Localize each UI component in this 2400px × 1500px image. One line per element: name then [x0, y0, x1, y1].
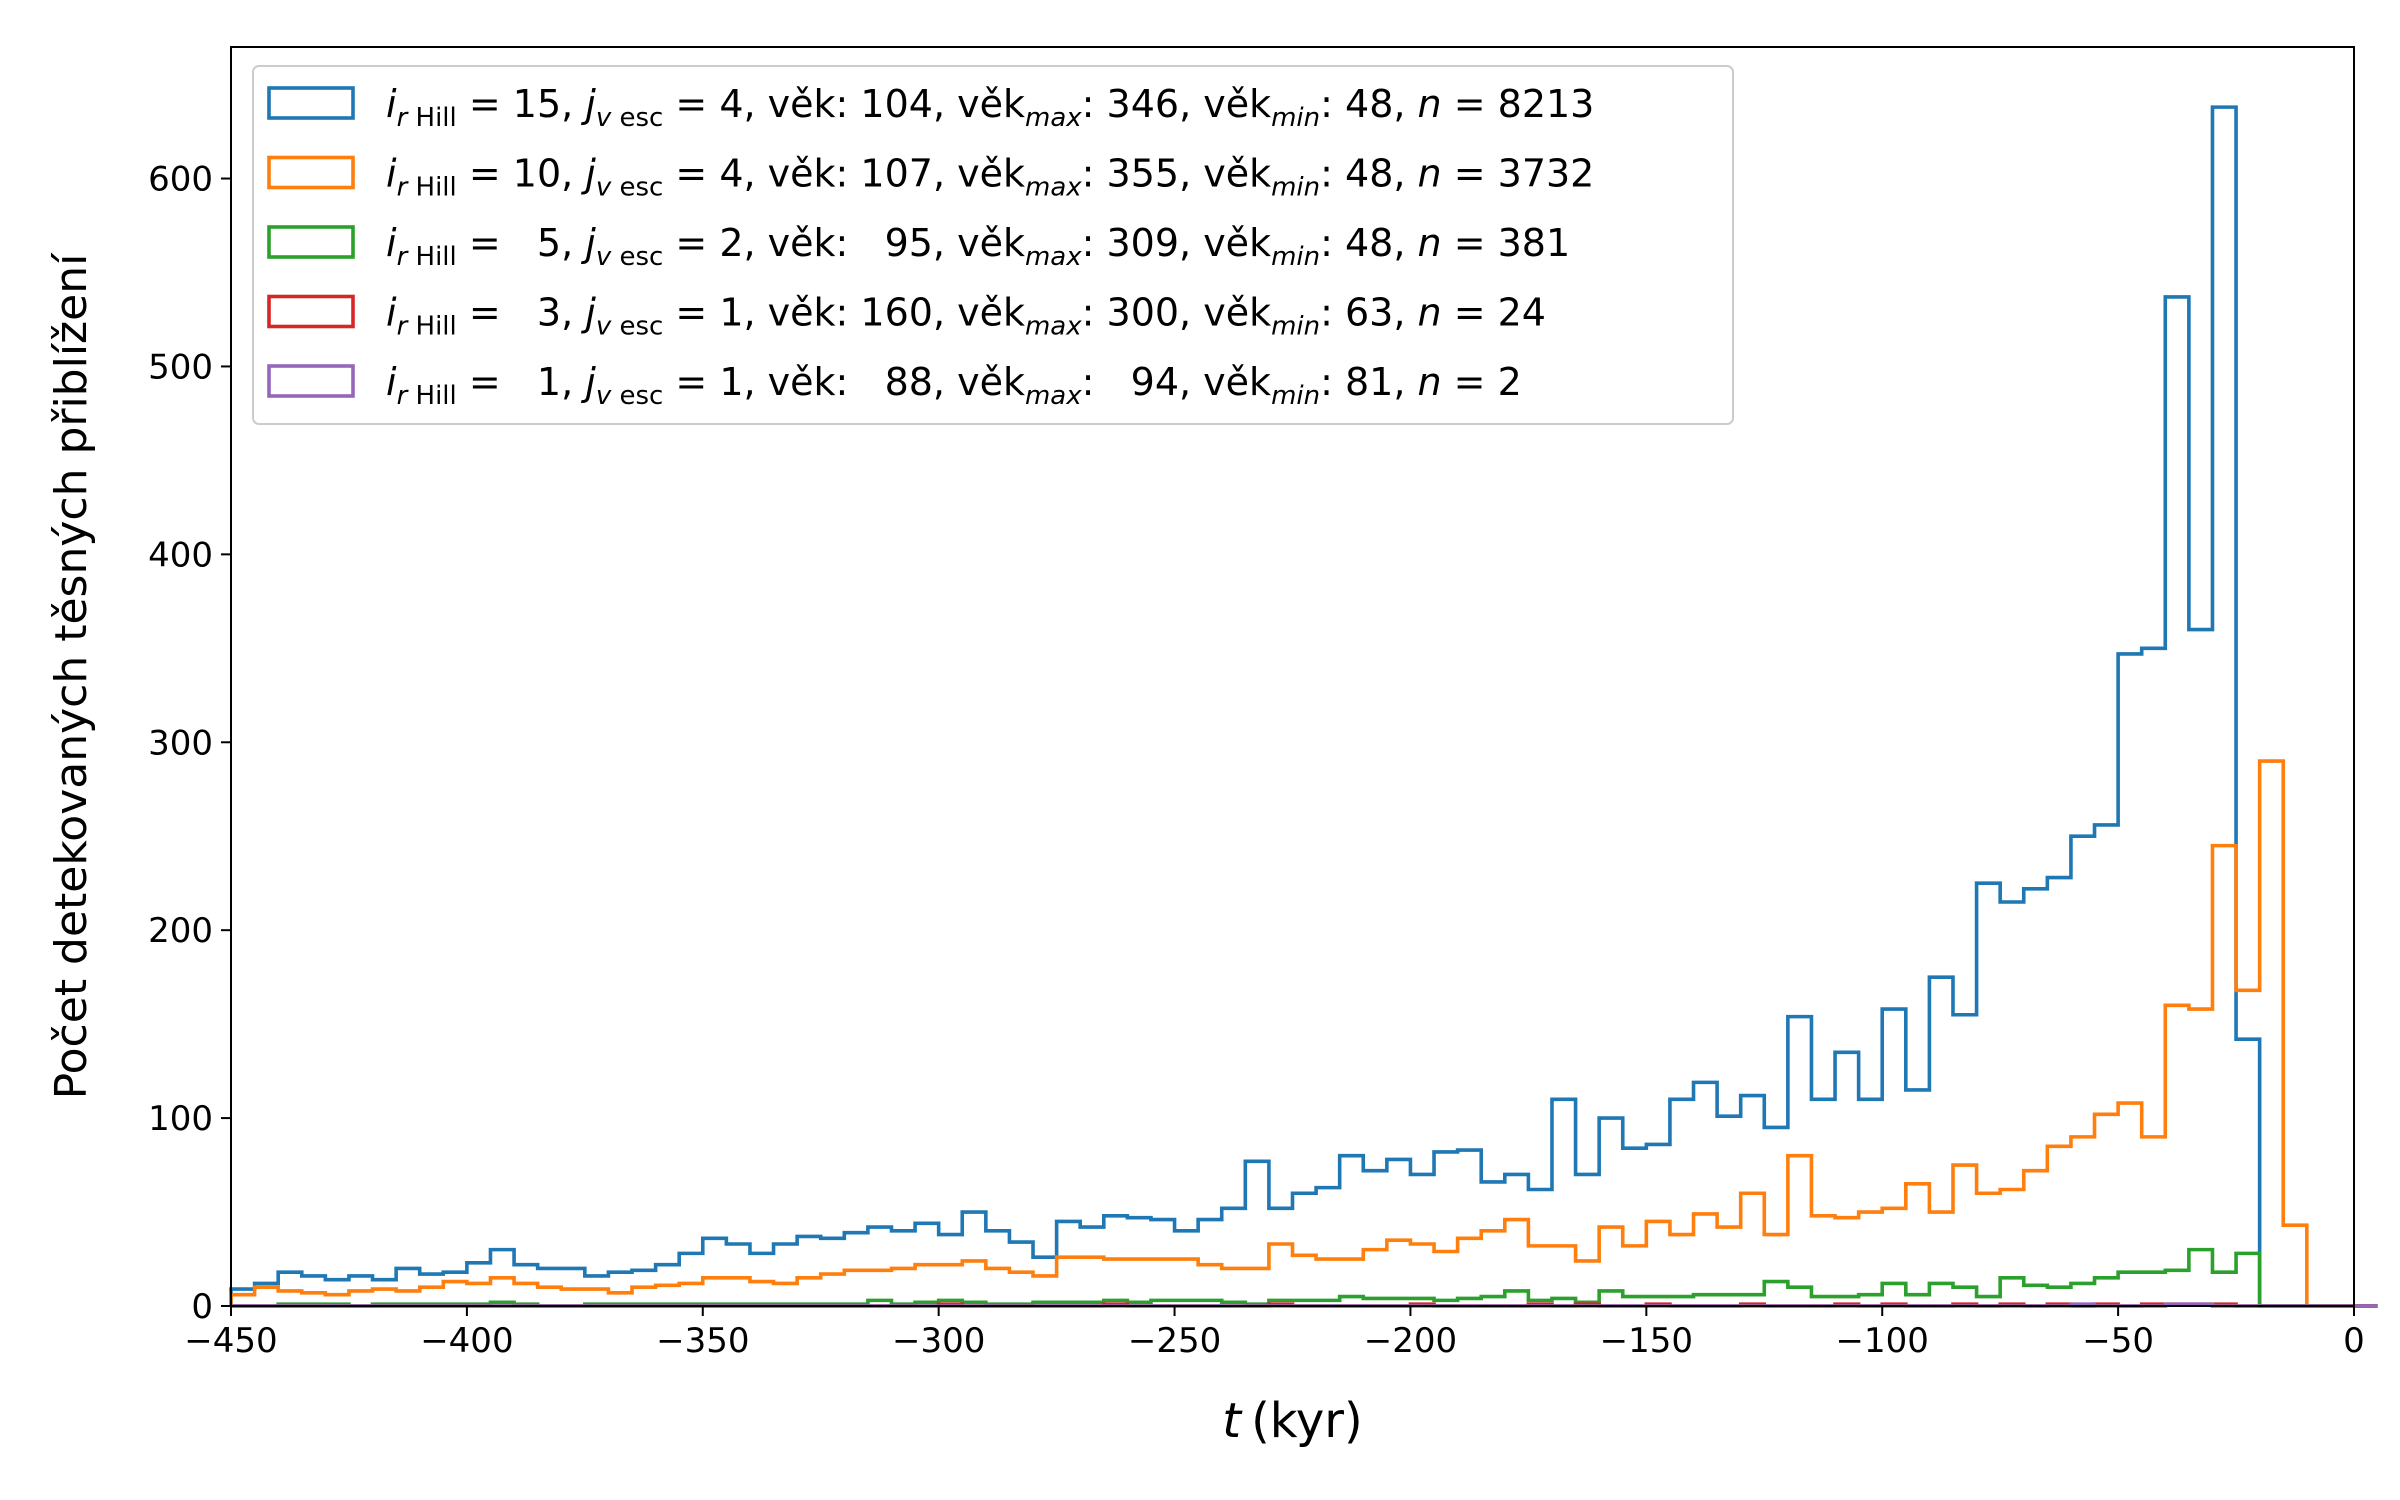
legend-label-2: ir Hill = 10, jv esc = 4, věk: 107, věkm… — [386, 152, 1594, 203]
y-tick-label: 100 — [148, 1099, 213, 1139]
x-axis-label-var: t — [1222, 1393, 1243, 1449]
x-tick-label: −250 — [1128, 1321, 1221, 1361]
x-tick-label: −350 — [656, 1321, 749, 1361]
legend-label-3: ir Hill = 5, jv esc = 2, věk: 95, věkmax… — [386, 221, 1570, 272]
y-tick-label: 0 — [191, 1287, 213, 1327]
histogram-series-2 — [229, 759, 2378, 1308]
legend-swatch-3 — [267, 225, 355, 259]
x-axis: −450 −400 −350 −300 −250 −200 −150 −100 −50 0 — [184, 1306, 2365, 1361]
legend-swatch-1 — [267, 86, 355, 120]
legend: ir Hill = 15, jv esc = 4, věk: 104, věkm… — [252, 65, 1734, 425]
x-tick-label: −400 — [420, 1321, 513, 1361]
legend-label-4: ir Hill = 3, jv esc = 1, věk: 160, věkma… — [386, 291, 1546, 342]
y-tick-label: 200 — [148, 911, 213, 951]
legend-label-5: ir Hill = 1, jv esc = 1, věk: 88, věkmax… — [386, 360, 1522, 411]
y-tick-label: 500 — [148, 347, 213, 387]
legend-frame — [252, 65, 1734, 425]
x-tick-label: −150 — [1600, 1321, 1693, 1361]
legend-label-1: ir Hill = 15, jv esc = 4, věk: 104, věkm… — [386, 82, 1594, 133]
y-tick-label: 400 — [148, 535, 213, 575]
histogram-series-1 — [229, 105, 2378, 1308]
y-axis: 0 100 200 300 400 500 600 — [148, 160, 231, 1327]
histogram-series-3 — [231, 1247, 2378, 1308]
x-tick-label: −50 — [2082, 1321, 2154, 1361]
legend-swatch-5 — [267, 364, 355, 398]
axes-frame — [230, 46, 2355, 1307]
x-tick-label: −200 — [1364, 1321, 1457, 1361]
x-axis-label: t (kyr) — [1222, 1393, 1363, 1449]
legend-swatch-2 — [267, 155, 355, 190]
legend-swatch-4 — [267, 294, 355, 329]
x-tick-label: −300 — [892, 1321, 985, 1361]
y-axis-label: Počet detekovaných těsných přiblížení — [46, 252, 97, 1099]
y-tick-label: 600 — [148, 160, 213, 200]
x-axis-label-unit: (kyr) — [1251, 1393, 1363, 1449]
x-tick-label: 0 — [2343, 1321, 2365, 1361]
x-tick-label: −100 — [1836, 1321, 1929, 1361]
y-tick-label: 300 — [148, 723, 213, 763]
x-tick-label: −450 — [184, 1321, 277, 1361]
